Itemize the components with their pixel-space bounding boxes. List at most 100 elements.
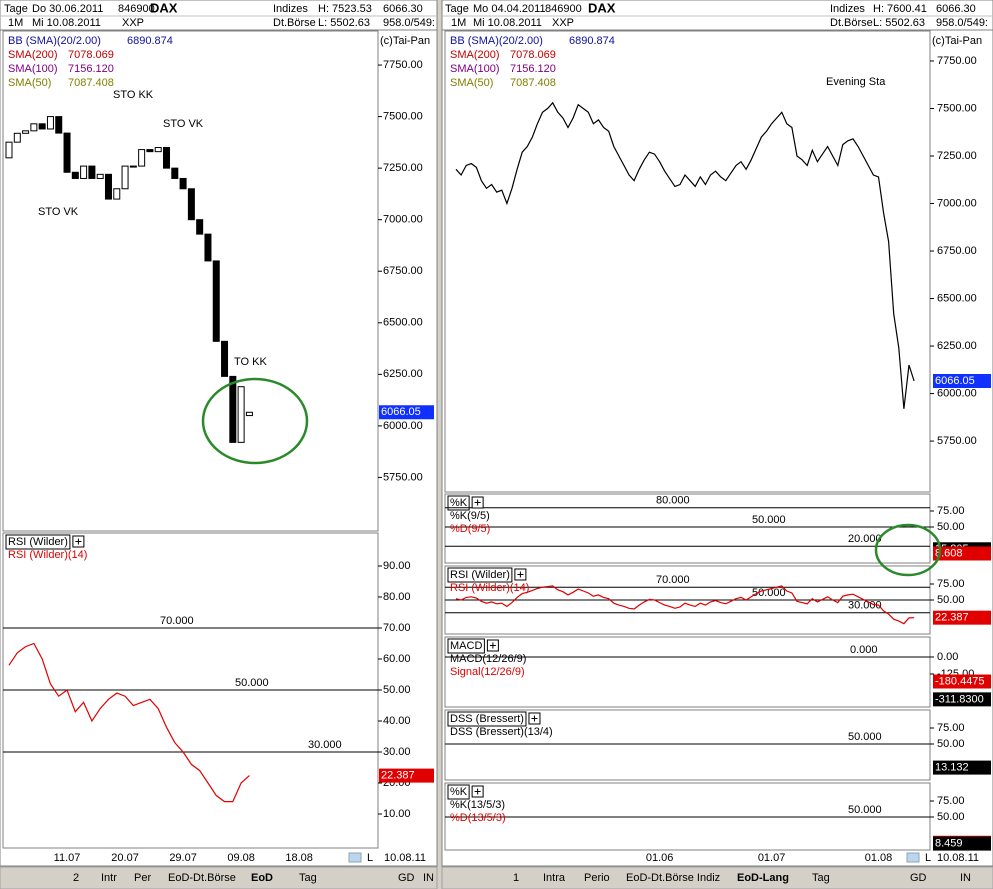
y-tick-label: 6000.00 bbox=[383, 420, 423, 432]
right-toolbar bbox=[441, 866, 993, 889]
y-tick-label: 90.00 bbox=[383, 560, 411, 572]
toolbar-tab[interactable]: Tag bbox=[812, 872, 830, 884]
legend-name: RSI (Wilder)(14) bbox=[450, 582, 529, 594]
x-tick-label: 01.07 bbox=[758, 852, 786, 864]
scale-button[interactable] bbox=[906, 852, 920, 863]
header-field: DAX bbox=[588, 0, 616, 15]
highlight-ellipse bbox=[201, 377, 309, 465]
left-toolbar bbox=[0, 866, 438, 889]
toolbar-tab[interactable]: GD bbox=[398, 872, 415, 884]
scale-button[interactable] bbox=[348, 852, 362, 863]
value-tag bbox=[933, 760, 991, 775]
toolbar-tab[interactable]: Perio bbox=[584, 872, 610, 884]
candle-body bbox=[212, 260, 220, 342]
y-tick-label: 7000.00 bbox=[937, 197, 977, 209]
legend-value: 7087.408 bbox=[510, 77, 556, 89]
level-label: 30.000 bbox=[848, 600, 882, 612]
y-tick-label: 50.00 bbox=[383, 684, 411, 696]
header-field: Dt.Börse bbox=[273, 17, 316, 29]
toolbar-tab[interactable]: EoD-Dt.Börse Indiz bbox=[626, 872, 720, 884]
toolbar-tab[interactable]: EoD-Lang bbox=[737, 872, 789, 884]
value-tag bbox=[933, 836, 991, 851]
header-field: L: 5502.63 bbox=[318, 17, 370, 29]
overlay: STO KK STO VK STO VK TO KK Evening Sta bbox=[38, 76, 942, 577]
legend-name: Signal(12/26/9) bbox=[450, 666, 525, 678]
x-tick-label: 20.07 bbox=[111, 852, 139, 864]
value-tag-label: 6066.05 bbox=[935, 375, 975, 387]
header-field: H: 7600.41 bbox=[873, 3, 927, 15]
candle-body bbox=[221, 340, 229, 377]
panel-frame bbox=[2, 30, 379, 532]
y-tick-label: 80.00 bbox=[383, 591, 411, 603]
legend-name: RSI (Wilder)(14) bbox=[8, 549, 87, 561]
candle-body bbox=[179, 177, 187, 190]
toolbar-tab[interactable]: GD bbox=[910, 872, 927, 884]
value-tag bbox=[933, 674, 991, 689]
header-field: 1M bbox=[8, 17, 23, 29]
value-tag-label: 22.387 bbox=[381, 770, 415, 782]
legend-name: %K(9/5) bbox=[450, 510, 490, 522]
candle-body bbox=[113, 188, 121, 200]
y-tick-label: 7250.00 bbox=[383, 162, 423, 174]
panel-title-box bbox=[447, 495, 470, 511]
legend-value: 6890.874 bbox=[127, 35, 173, 47]
legend-value: 7078.069 bbox=[68, 49, 114, 61]
header-field: 958.0/549: bbox=[383, 17, 435, 29]
y-tick-label: 6750.00 bbox=[383, 265, 423, 277]
level-label: 80.000 bbox=[656, 495, 690, 507]
toolbar-tab[interactable]: Intr bbox=[101, 872, 117, 884]
level-label: 30.000 bbox=[308, 739, 342, 751]
y-tick-label: 7750.00 bbox=[383, 59, 423, 71]
y-tick-label: 7250.00 bbox=[937, 150, 977, 162]
legend-name: %D(13/5/3) bbox=[450, 812, 506, 824]
value-tag-label: 8.459 bbox=[935, 837, 963, 849]
x-tick-label: 18.08 bbox=[285, 852, 313, 864]
copyright: (c)Tai-Pan bbox=[932, 35, 982, 47]
header-field: Mo 04.04.2011 bbox=[473, 3, 546, 15]
panel-title-box bbox=[447, 784, 470, 800]
legend-name: SMA(50) bbox=[8, 77, 51, 89]
header-field: DAX bbox=[150, 0, 178, 15]
y-tick-label: 50.00 bbox=[937, 738, 965, 750]
candle-body bbox=[38, 123, 46, 130]
candle-body bbox=[88, 165, 96, 179]
toolbar-tab[interactable]: 2 bbox=[73, 872, 79, 884]
toolbar-tab[interactable]: Per bbox=[134, 872, 151, 884]
toolbar-tab[interactable]: Tag bbox=[299, 872, 317, 884]
annotation: STO VK bbox=[38, 206, 79, 218]
header-field: 6066.30 bbox=[383, 3, 423, 15]
y-tick-label: 0.00 bbox=[937, 651, 958, 663]
y-tick-label: 7500.00 bbox=[937, 102, 977, 114]
indicator-line bbox=[455, 101, 915, 409]
x-tick-label: 09.08 bbox=[227, 852, 255, 864]
expand-icon bbox=[75, 538, 82, 545]
toolbar-tab[interactable]: IN bbox=[423, 872, 434, 884]
header-field: 1M bbox=[451, 17, 466, 29]
copyright: (c)Tai-Pan bbox=[380, 35, 430, 47]
value-tag-label: 22.387 bbox=[935, 612, 969, 624]
toolbar-tab[interactable]: EoD bbox=[251, 872, 273, 884]
value-tag bbox=[933, 546, 991, 561]
level-label: 50.000 bbox=[235, 677, 269, 689]
panel-frame bbox=[444, 493, 931, 564]
highlight-ellipse bbox=[874, 523, 942, 577]
toolbar-tab[interactable]: IN bbox=[960, 872, 971, 884]
expand-icon bbox=[474, 499, 481, 506]
header-field: 846900 bbox=[118, 3, 155, 15]
legend-name: %D(9/5) bbox=[450, 523, 490, 535]
y-tick-label: 50.00 bbox=[937, 521, 965, 533]
toolbar-tab[interactable]: 1 bbox=[513, 872, 519, 884]
toolbar-tab[interactable]: EoD-Dt.Börse bbox=[168, 872, 236, 884]
y-tick-label: 75.00 bbox=[937, 505, 965, 517]
y-tick-label: 30.00 bbox=[383, 746, 411, 758]
y-tick-label: 7750.00 bbox=[937, 55, 977, 67]
candle-body bbox=[96, 173, 104, 179]
y-tick-label: 75.00 bbox=[937, 795, 965, 807]
toolbar-tab[interactable]: Intra bbox=[543, 872, 566, 884]
header-field: Mi 10.08.2011 bbox=[32, 17, 101, 29]
header-field: Tage bbox=[4, 3, 28, 15]
legend-name: SMA(100) bbox=[8, 63, 58, 75]
y-tick-label: 50.00 bbox=[937, 594, 965, 606]
